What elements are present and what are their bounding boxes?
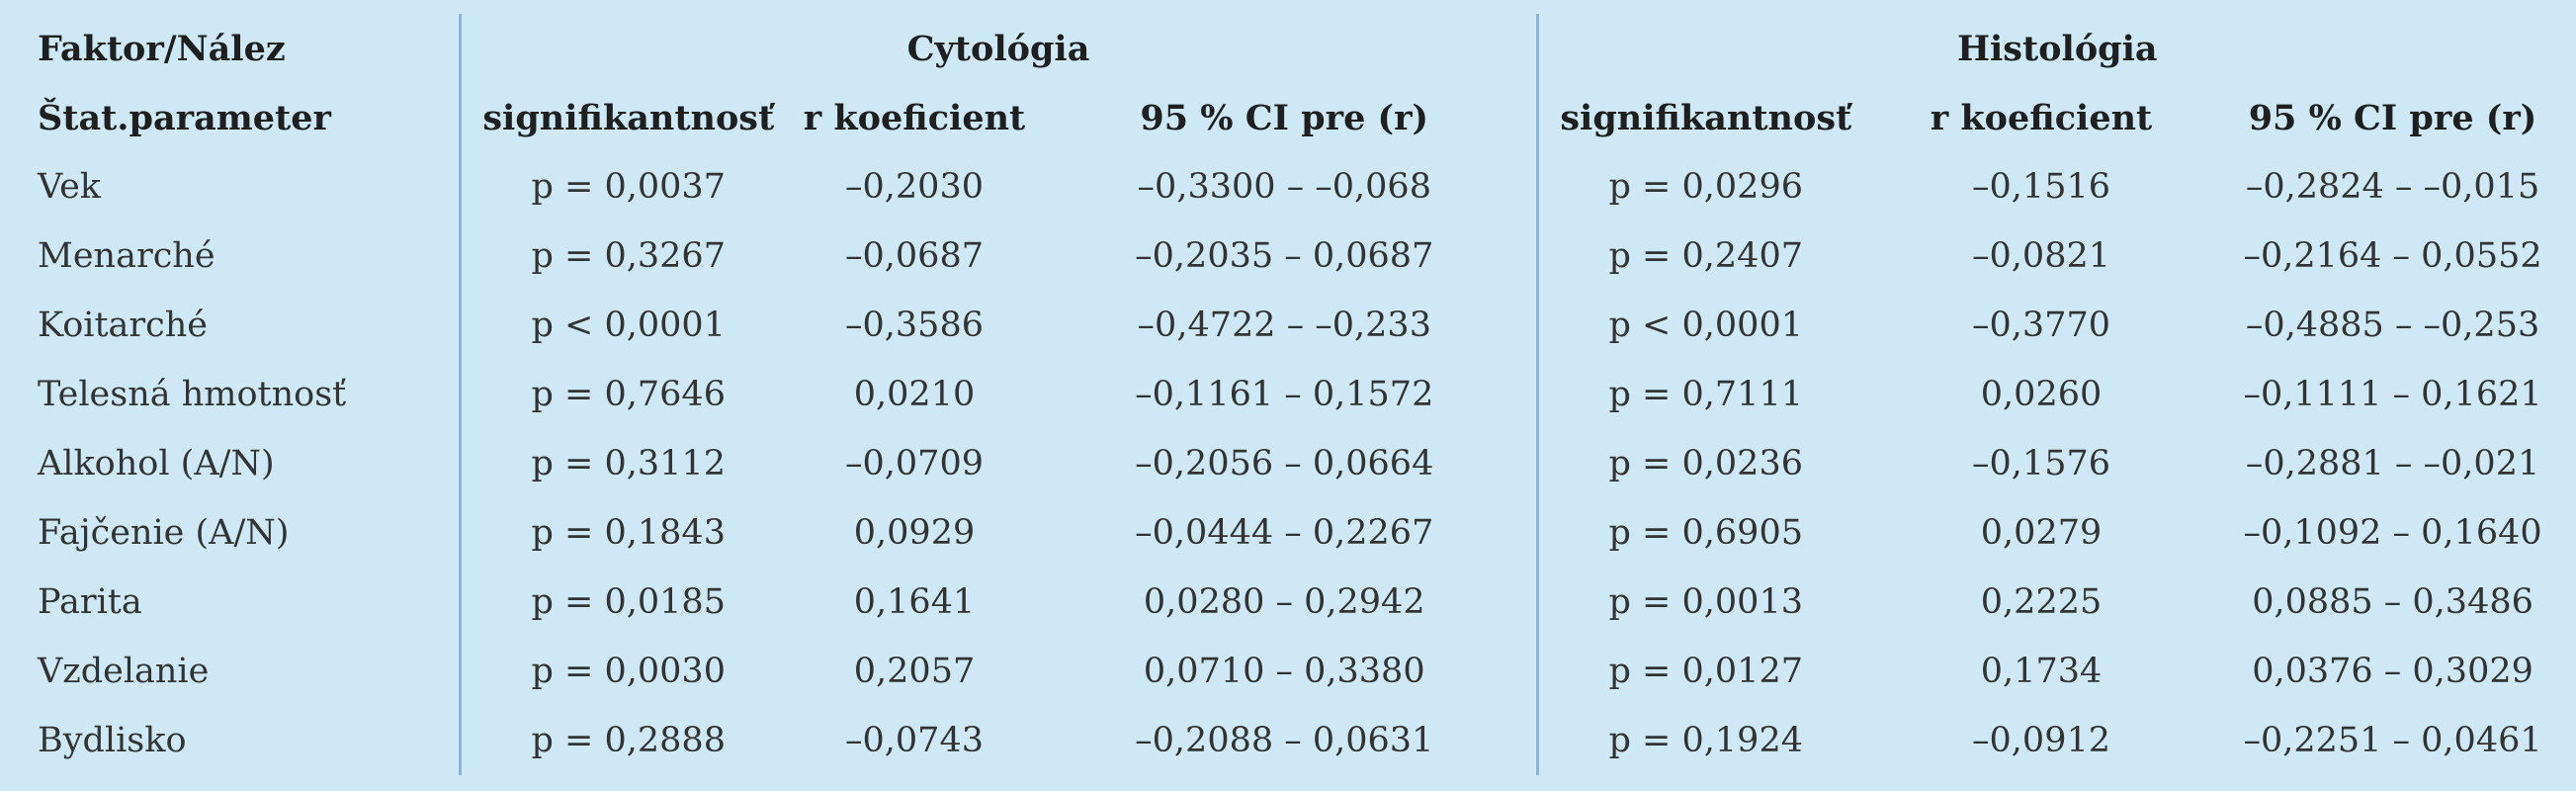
hist-ci-cell: –0,2251 – 0,0461	[2243, 721, 2542, 760]
table-body: Vek p = 0,0037 –0,2030 –0,3300 – –0,068 p = …	[0, 152, 2576, 775]
hist-ci-cell: 0,0376 – 0,3029	[2252, 652, 2533, 691]
hist-r-cell: 0,0260	[1980, 375, 2103, 414]
hist-ci-cell: –0,2164 – 0,0552	[2243, 236, 2542, 276]
col-significance: signifikantnosť	[1535, 83, 1874, 152]
hist-r-cell: 0,0279	[1980, 513, 2103, 553]
cyt-significance-cell: p = 0,0030	[458, 637, 796, 706]
cyt-ci-cell: –0,2035 – 0,0687	[1135, 236, 1434, 276]
hist-ci-cell: –0,1092 – 0,1640	[2243, 513, 2542, 553]
cyt-significance-cell: p = 0,3112	[458, 429, 796, 498]
row-factor: Alkohol (A/N)	[38, 444, 275, 483]
table-row: Bydlisko p = 0,2888 –0,0743 –0,2088 – 0,063…	[0, 706, 2576, 775]
hist-significance-cell: p < 0,0001	[1535, 291, 1874, 360]
results-table: Faktor/Nález Cytológia Histológia Štat.p…	[0, 14, 2576, 775]
group-cytologia: Cytológia	[458, 14, 1538, 83]
cyt-r-cell: 0,2057	[853, 652, 976, 691]
hist-significance-cell: p = 0,0296	[1535, 152, 1874, 221]
table-row: Parita p = 0,0185 0,1641 0,0280 – 0,2942 p =…	[0, 568, 2576, 637]
cyt-r-cell: 0,0929	[853, 513, 976, 553]
table-row: Vzdelanie p = 0,0030 0,2057 0,0710 – 0,3380…	[0, 637, 2576, 706]
col-ci: 95 % CI pre (r)	[2248, 97, 2537, 138]
cyt-significance-cell: p = 0,3267	[458, 221, 796, 291]
cyt-ci-cell: –0,0444 – 0,2267	[1135, 513, 1434, 553]
table-row: Vek p = 0,0037 –0,2030 –0,3300 – –0,068 p = …	[0, 152, 2576, 221]
group-histologia: Histológia	[1535, 14, 2576, 83]
cyt-ci-cell: –0,2056 – 0,0664	[1135, 444, 1434, 483]
group-header-row: Faktor/Nález Cytológia Histológia	[0, 14, 2576, 83]
cyt-r-cell: –0,2030	[845, 167, 984, 207]
hist-significance-cell: p = 0,0236	[1535, 429, 1874, 498]
stat-label: Štat.parameter	[38, 97, 331, 138]
cyt-r-cell: 0,0210	[853, 375, 976, 414]
cyt-r-cell: 0,1641	[853, 582, 976, 622]
cyt-ci-cell: –0,3300 – –0,068	[1137, 167, 1431, 207]
cyt-significance-cell: p = 0,2888	[458, 706, 796, 775]
cyt-ci-cell: –0,2088 – 0,0631	[1135, 721, 1434, 760]
hist-r-cell: –0,0821	[1972, 236, 2110, 276]
hist-r-cell: –0,0912	[1972, 721, 2110, 760]
table-row: Fajčenie (A/N) p = 0,1843 0,0929 –0,0444 – …	[0, 498, 2576, 568]
row-factor: Bydlisko	[38, 721, 187, 760]
col-ci: 95 % CI pre (r)	[1140, 97, 1429, 138]
cyt-significance-cell: p < 0,0001	[458, 291, 796, 360]
cyt-significance-cell: p = 0,1843	[458, 498, 796, 568]
row-factor: Vek	[38, 167, 101, 207]
table-row: Alkohol (A/N) p = 0,3112 –0,0709 –0,2056 – …	[0, 429, 2576, 498]
hist-significance-cell: p = 0,1924	[1535, 706, 1874, 775]
hist-significance-cell: p = 0,6905	[1535, 498, 1874, 568]
hist-ci-cell: 0,0885 – 0,3486	[2252, 582, 2533, 622]
cyt-significance-cell: p = 0,7646	[458, 360, 796, 429]
cyt-r-cell: –0,3586	[845, 306, 984, 345]
row-factor: Menarché	[38, 236, 215, 276]
table-row: Menarché p = 0,3267 –0,0687 –0,2035 – 0,068…	[0, 221, 2576, 291]
hist-significance-cell: p = 0,0127	[1535, 637, 1874, 706]
cyt-significance-cell: p = 0,0185	[458, 568, 796, 637]
hist-ci-cell: –0,2881 – –0,021	[2245, 444, 2540, 483]
row-factor: Koitarché	[38, 306, 208, 345]
hist-r-cell: –0,1516	[1972, 167, 2110, 207]
cyt-ci-cell: –0,1161 – 0,1572	[1135, 375, 1434, 414]
row-factor: Fajčenie (A/N)	[38, 513, 290, 553]
hist-ci-cell: –0,2824 – –0,015	[2245, 167, 2540, 207]
cyt-ci-cell: 0,0710 – 0,3380	[1143, 652, 1425, 691]
hist-ci-cell: –0,1111 – 0,1621	[2243, 375, 2542, 414]
hist-r-cell: 0,1734	[1980, 652, 2103, 691]
cyt-r-cell: –0,0687	[845, 236, 984, 276]
col-r-coefficient: r koeficient	[803, 97, 1026, 138]
hist-significance-cell: p = 0,2407	[1535, 221, 1874, 291]
hist-significance-cell: p = 0,0013	[1535, 568, 1874, 637]
col-r-coefficient: r koeficient	[1930, 97, 2153, 138]
row-factor: Telesná hmotnosť	[38, 375, 347, 414]
cyt-ci-cell: –0,4722 – –0,233	[1137, 306, 1431, 345]
hist-ci-cell: –0,4885 – –0,253	[2245, 306, 2540, 345]
factor-label: Faktor/Nález	[38, 28, 286, 69]
cyt-ci-cell: 0,0280 – 0,2942	[1143, 582, 1425, 622]
cyt-r-cell: –0,0743	[845, 721, 984, 760]
hist-significance-cell: p = 0,7111	[1535, 360, 1874, 429]
col-significance: signifikantnosť	[458, 83, 796, 152]
table-row: Koitarché p < 0,0001 –0,3586 –0,4722 – –0,2…	[0, 291, 2576, 360]
hist-r-cell: 0,2225	[1980, 582, 2103, 622]
table-row: Telesná hmotnosť p = 0,7646 0,0210 –0,1161 …	[0, 360, 2576, 429]
cyt-significance-cell: p = 0,0037	[458, 152, 796, 221]
row-factor: Parita	[38, 582, 142, 622]
subcolumn-header-row: Štat.parameter signifikantnosť r koefici…	[0, 83, 2576, 152]
row-factor: Vzdelanie	[38, 652, 210, 691]
hist-r-cell: –0,1576	[1972, 444, 2110, 483]
cyt-r-cell: –0,0709	[845, 444, 984, 483]
hist-r-cell: –0,3770	[1972, 306, 2110, 345]
